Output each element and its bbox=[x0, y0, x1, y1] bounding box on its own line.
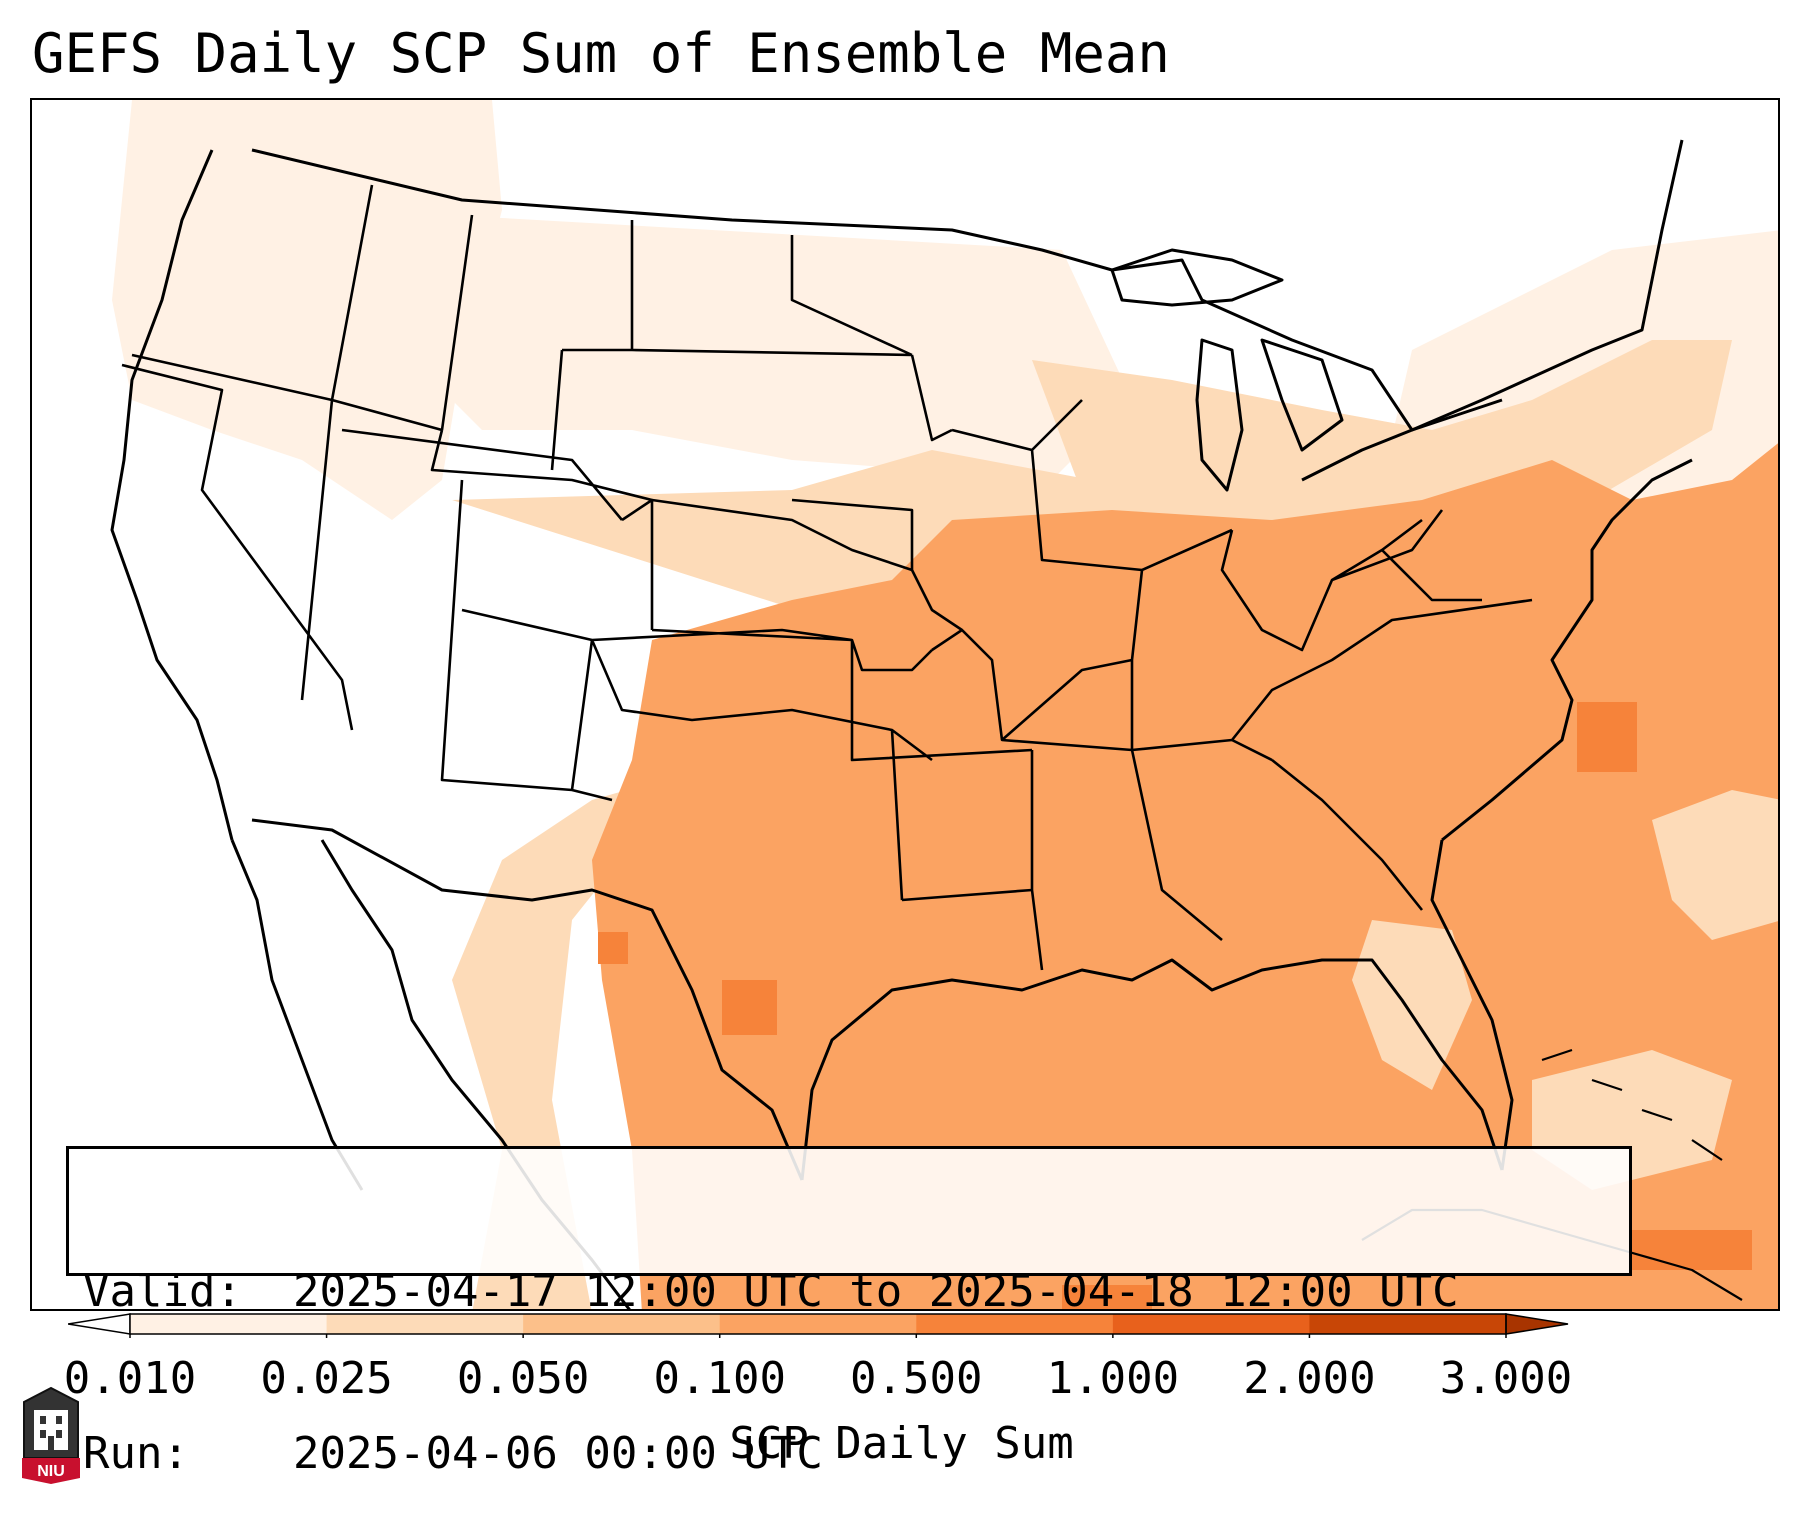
colorbar-segment bbox=[1112, 1314, 1310, 1334]
us-mexico-border bbox=[251, 818, 804, 1181]
lake-michigan bbox=[1195, 338, 1244, 492]
scp-shading bbox=[112, 100, 1778, 1309]
colorbar bbox=[68, 1313, 1569, 1338]
shade-faint-northwest bbox=[112, 100, 502, 520]
canada-border bbox=[251, 139, 1684, 432]
run-value: 2025-04-06 00:00 UTC bbox=[293, 1428, 823, 1479]
lake-superior bbox=[1110, 248, 1284, 307]
colorbar-segment bbox=[130, 1314, 328, 1334]
colorbar-tick-label: 2.000 bbox=[1243, 1353, 1376, 1404]
valid-row: Valid: 2025-04-17 12:00 UTC to 2025-04-18… bbox=[83, 1265, 1629, 1319]
colorbar-tick-label: 0.010 bbox=[63, 1353, 197, 1404]
valid-label: Valid: bbox=[83, 1266, 242, 1317]
colorbar-extend-high bbox=[1505, 1313, 1569, 1335]
baja-outline bbox=[230, 839, 364, 1191]
colorbar-segment bbox=[326, 1314, 524, 1334]
colorbar-outline bbox=[129, 1313, 1507, 1335]
colorbar-segment bbox=[719, 1314, 917, 1334]
map-frame bbox=[30, 98, 1780, 1311]
gulf-coast bbox=[800, 958, 1504, 1181]
svg-text:NIU: NIU bbox=[37, 1463, 65, 1480]
colorbar-tick-label: 0.050 bbox=[456, 1353, 590, 1404]
shade-high-texas-b bbox=[598, 932, 628, 964]
colorbar-tick-label: 3.000 bbox=[1439, 1353, 1573, 1404]
valid-info-box: Valid: 2025-04-17 12:00 UTC to 2025-04-18… bbox=[66, 1146, 1632, 1479]
colorbar-tick-label: 1.000 bbox=[1046, 1353, 1180, 1404]
run-label: Run: bbox=[83, 1428, 189, 1479]
valid-value: 2025-04-17 12:00 UTC to 2025-04-18 12:00… bbox=[293, 1266, 1459, 1317]
shade-high-atlantic bbox=[1577, 702, 1637, 772]
florida-east-coast bbox=[1430, 839, 1514, 1171]
lake-erie-ontario bbox=[1301, 398, 1503, 482]
shade-medium-central bbox=[592, 443, 1778, 1309]
colorbar-segment bbox=[523, 1314, 721, 1334]
colorbar-tick-label: 0.500 bbox=[850, 1353, 983, 1404]
us-west-coast bbox=[110, 149, 234, 841]
atlantic-coast bbox=[1441, 458, 1693, 842]
bahamas bbox=[1541, 1048, 1723, 1161]
chart-title: GEFS Daily SCP Sum of Ensemble Mean bbox=[32, 22, 1170, 85]
map-canvas bbox=[110, 100, 1778, 1309]
colorbar-tick-label: 0.100 bbox=[653, 1353, 786, 1404]
lake-huron bbox=[1260, 338, 1344, 452]
shade-high-gulf-south bbox=[1062, 1285, 1152, 1309]
shade-high-texas-a bbox=[722, 980, 777, 1035]
shade-light-patch-gulf bbox=[1352, 920, 1472, 1090]
shade-faint-plains bbox=[362, 210, 1132, 480]
run-row: Run: 2025-04-06 00:00 UTC bbox=[83, 1427, 1629, 1481]
niu-logo: NIU bbox=[22, 1386, 80, 1484]
state-lines bbox=[121, 184, 1533, 971]
shade-light-patch-atlantic bbox=[1652, 790, 1778, 940]
colorbar-segment bbox=[1309, 1314, 1507, 1334]
colorbar-segment bbox=[916, 1314, 1114, 1334]
shade-high-caribbean bbox=[1632, 1230, 1752, 1270]
colorbar-label: SCP Daily Sum bbox=[729, 1418, 1074, 1469]
colorbar-tick-label: 0.025 bbox=[260, 1353, 393, 1404]
colorbar-extend-low bbox=[68, 1313, 131, 1335]
